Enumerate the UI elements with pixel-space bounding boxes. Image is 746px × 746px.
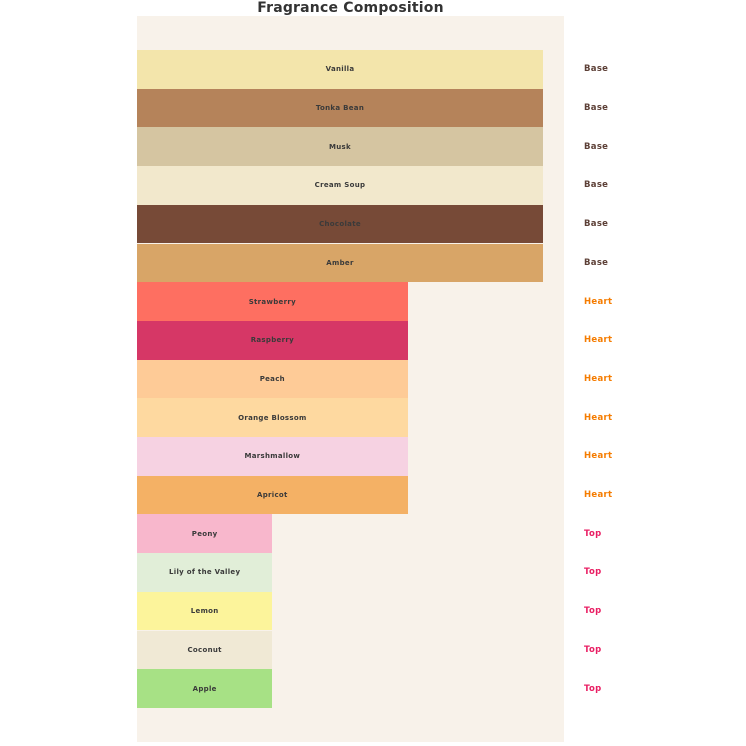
note-label: Coconut [187,645,222,654]
category-label: Heart [584,335,613,346]
note-bar: Musk [137,127,543,167]
category-label: Heart [584,373,613,384]
bar-row: Apricot Heart [137,475,746,515]
bar-row: Cream Soup Base [137,166,746,205]
category-label: Top [584,683,602,694]
note-bar: Vanilla [137,50,543,89]
bar-row: Tonka Bean Base [137,88,746,128]
category-label: Base [584,103,609,114]
note-bar: Raspberry [137,320,408,360]
category-label: Top [584,606,602,617]
note-label: Amber [326,258,354,267]
note-bar: Apricot [137,475,408,515]
bar-row: Marshmallow Heart [137,437,746,476]
note-label: Strawberry [248,297,296,306]
note-label: Lily of the Valley [168,568,241,577]
note-label: Musk [329,142,351,151]
category-label: Top [584,644,602,655]
note-bar: Orange Blossom [137,398,408,437]
category-label: Top [584,567,602,578]
note-label: Vanilla [325,65,355,74]
category-label: Base [584,219,609,230]
note-label: Marshmallow [244,452,301,461]
note-bar: Peony [137,514,273,554]
note-bar: Lemon [137,591,273,631]
bar-row: Lemon Top [137,591,746,631]
bar-row: Peach Heart [137,359,746,399]
note-label: Lemon [190,607,219,616]
bar-row: Amber Base [137,243,746,283]
bar-row: Raspberry Heart [137,320,746,360]
bar-row: Chocolate Base [137,204,746,244]
category-label: Base [584,141,609,152]
bar-row: Strawberry Heart [137,282,746,321]
note-bar: Lily of the Valley [137,553,273,592]
note-bar: Strawberry [137,282,408,321]
category-label: Heart [584,412,613,423]
bar-row: Musk Base [137,127,746,167]
note-bar: Cream Soup [137,166,543,205]
chart-title: Fragrance Composition [257,0,444,16]
bar-row: Lily of the Valley Top [137,553,746,592]
bar-row: Coconut Top [137,630,746,670]
bar-row: Vanilla Base [137,50,746,89]
bar-row: Orange Blossom Heart [137,398,746,437]
plot-area: Vanilla Base Tonka Bean Base Musk Base C… [137,16,612,742]
note-bar: Apple [137,669,273,708]
note-label: Apple [192,684,217,693]
note-label: Peach [259,374,285,383]
note-label: Peony [191,529,218,538]
note-bar: Coconut [137,630,273,670]
category-label: Top [584,528,602,539]
note-label: Chocolate [319,220,361,229]
bar-row: Peony Top [137,514,746,554]
note-label: Tonka Bean [315,104,365,113]
note-bar: Tonka Bean [137,88,543,128]
category-label: Heart [584,296,613,307]
category-label: Base [584,257,609,268]
category-label: Base [584,180,609,191]
note-label: Raspberry [250,336,294,345]
category-label: Heart [584,490,613,501]
note-label: Cream Soup [314,181,366,190]
note-bar: Marshmallow [137,437,408,476]
category-label: Heart [584,451,613,462]
note-label: Apricot [256,491,288,500]
note-bar: Peach [137,359,408,399]
bar-row: Apple Top [137,669,746,708]
note-label: Orange Blossom [238,413,307,422]
note-bar: Chocolate [137,204,543,244]
category-label: Base [584,64,609,75]
note-bar: Amber [137,243,543,283]
